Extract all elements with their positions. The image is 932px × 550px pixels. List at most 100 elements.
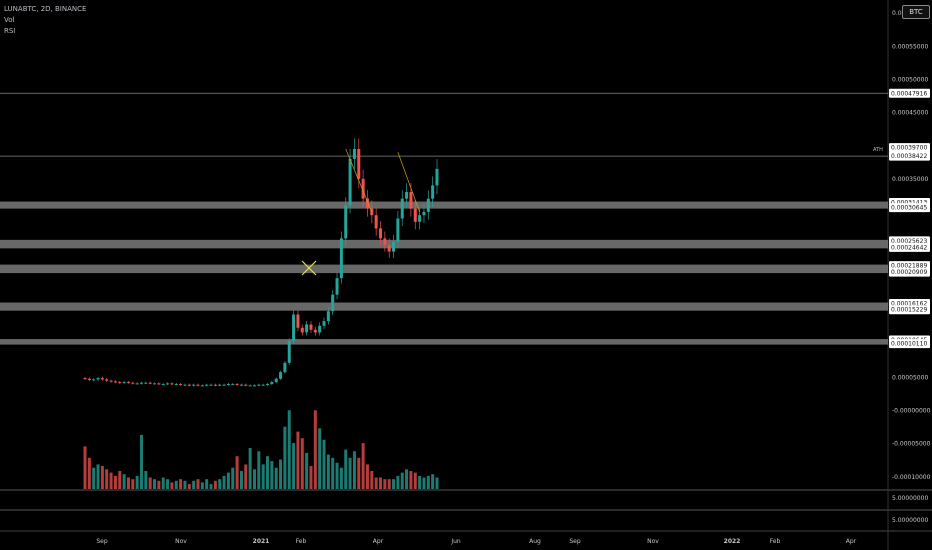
candle-body (313, 329, 317, 333)
support-resistance-zone (0, 339, 888, 345)
candle-body (218, 384, 222, 386)
volume-bar (370, 470, 374, 489)
price-tick-label: 0.00005000 (892, 374, 928, 381)
volume-bar (148, 477, 152, 489)
candle-body (279, 372, 283, 379)
volume-bar (213, 480, 217, 489)
support-resistance-zone (0, 201, 888, 209)
candle-body (235, 384, 239, 386)
volume-bar (122, 474, 126, 489)
price-tick-label: 0.00055000 (892, 43, 928, 50)
volume-bar (335, 462, 339, 489)
support-resistance-zone (0, 239, 888, 249)
volume-bar (157, 480, 161, 489)
volume-bar (196, 479, 200, 489)
candle-body (126, 382, 130, 384)
candle-body (352, 148, 356, 159)
volume-bar (396, 475, 400, 489)
time-tick-label: Nov (647, 538, 659, 545)
price-label-text: 0.00038422 (891, 153, 927, 160)
currency-badge[interactable]: BTC (902, 5, 930, 19)
price-tick-label: -0.00000000 (892, 408, 931, 415)
candle-body (287, 341, 291, 363)
candle-body (135, 383, 139, 385)
volume-bar (318, 428, 322, 489)
volume-bar (92, 467, 96, 489)
candle-body (105, 379, 109, 381)
price-tick-label: -0.00005000 (892, 441, 931, 448)
candle-body (383, 238, 387, 245)
candle-body (109, 380, 113, 382)
volume-bar (226, 472, 230, 489)
volume-bar (109, 472, 113, 489)
candle-body (318, 325, 322, 333)
candle-body (296, 314, 300, 328)
price-label-box (889, 88, 930, 98)
candle-body (131, 382, 135, 384)
candle-body (222, 384, 226, 386)
volume-bar (126, 477, 130, 489)
volume-bar (405, 469, 409, 489)
candle-body (87, 378, 91, 381)
volume-bar (179, 479, 183, 489)
price-label-text: 0.00030645 (891, 205, 927, 212)
price-label-text: 0.00024642 (891, 244, 927, 251)
price-label-box (889, 267, 930, 277)
candle-body (226, 384, 230, 386)
support-resistance-zone (0, 302, 888, 311)
candle-body (374, 215, 378, 229)
candle-body (435, 168, 439, 186)
candle-body (405, 192, 409, 199)
time-tick-label: Jun (450, 538, 461, 545)
ath-label: ATH (873, 147, 883, 153)
volume-bar (418, 475, 422, 489)
volume-bar (431, 474, 435, 489)
volume-bar (352, 451, 356, 489)
candle-body (183, 384, 187, 386)
sub-pane-tick-label: 5.00000000 (892, 517, 928, 524)
candle-body (122, 382, 126, 384)
volume-bar (292, 443, 296, 489)
price-label-box (889, 203, 930, 213)
volume-bar (383, 479, 387, 489)
rsi-indicator-label[interactable]: RSI (4, 27, 16, 35)
candle-body (248, 385, 252, 387)
volume-bar (374, 477, 378, 489)
candle-body (370, 208, 374, 216)
volume-bar (426, 475, 430, 489)
candle-body (413, 208, 417, 222)
volume-bar (257, 451, 261, 489)
candle-body (396, 218, 400, 242)
candle-body (335, 278, 339, 295)
volume-bar (131, 479, 135, 489)
drawn-trendline (345, 148, 373, 213)
volume-bar (379, 477, 383, 489)
candle-body (174, 384, 178, 386)
candle-body (431, 185, 435, 199)
volume-bar (365, 464, 369, 489)
candle-body (231, 384, 235, 386)
time-tick-label: 2022 (724, 538, 741, 545)
candle-body (331, 294, 335, 312)
volume-bar (218, 479, 222, 489)
volume-bar (357, 457, 361, 489)
candle-body (139, 382, 143, 384)
volume-bar (192, 480, 196, 489)
candle-body (305, 324, 309, 333)
volume-bar (305, 452, 309, 489)
candle-body (322, 321, 326, 326)
volume-bar (344, 449, 348, 489)
volume-bar (409, 470, 413, 489)
candle-body (205, 384, 209, 386)
volume-bar (231, 467, 235, 489)
price-label-text: 0.00039700 (891, 145, 927, 152)
volume-bar (187, 484, 191, 489)
price-tick-label: 0.00045000 (892, 110, 928, 117)
volume-indicator-label[interactable]: Vol (4, 16, 15, 24)
volume-bar (339, 467, 343, 489)
volume-bar (174, 480, 178, 489)
price-label-box (889, 305, 930, 315)
volume-bar (322, 439, 326, 489)
volume-bar (209, 484, 213, 489)
